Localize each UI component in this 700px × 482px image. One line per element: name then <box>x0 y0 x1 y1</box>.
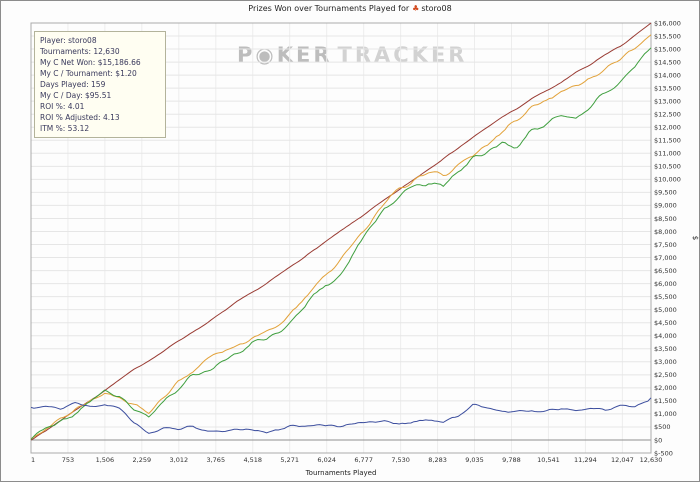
chart-title-text: Prizes Won over Tournaments Played for <box>248 4 410 13</box>
svg-text:$14,500: $14,500 <box>654 58 681 66</box>
y-axis-title: $ <box>691 236 699 240</box>
svg-text:12,047: 12,047 <box>611 456 634 464</box>
svg-text:$16,000: $16,000 <box>654 19 681 27</box>
svg-text:$4,000: $4,000 <box>654 332 677 340</box>
chart-title-player: storo08 <box>421 4 452 13</box>
svg-text:$11,500: $11,500 <box>654 137 681 145</box>
svg-text:$15,000: $15,000 <box>654 45 681 53</box>
stat-row-itm: ITM %: 53.12 <box>40 124 90 133</box>
svg-text:$-500: $-500 <box>654 449 673 457</box>
svg-text:753: 753 <box>62 456 74 464</box>
series-lines <box>30 22 652 441</box>
svg-text:1: 1 <box>31 456 35 464</box>
svg-text:9,788: 9,788 <box>502 456 521 464</box>
svg-text:$0: $0 <box>654 436 662 444</box>
gridlines <box>30 22 652 454</box>
svg-text:$2,500: $2,500 <box>654 371 677 379</box>
svg-text:3,765: 3,765 <box>206 456 225 464</box>
svg-text:$15,500: $15,500 <box>654 32 681 40</box>
svg-text:$12,000: $12,000 <box>654 124 681 132</box>
svg-text:$11,000: $11,000 <box>654 150 681 158</box>
svg-text:8,283: 8,283 <box>428 456 447 464</box>
svg-text:6,777: 6,777 <box>354 456 373 464</box>
stat-row-player: Player: storo08 <box>40 36 97 45</box>
svg-text:$4,500: $4,500 <box>654 319 677 327</box>
svg-text:$12,500: $12,500 <box>654 111 681 119</box>
svg-text:$8,000: $8,000 <box>654 228 677 236</box>
svg-text:$2,000: $2,000 <box>654 384 677 392</box>
stat-row-roi: ROI %: 4.01 <box>40 102 85 111</box>
svg-text:11,294: 11,294 <box>574 456 597 464</box>
svg-text:$6,500: $6,500 <box>654 267 677 275</box>
svg-text:6,024: 6,024 <box>317 456 336 464</box>
svg-text:1,506: 1,506 <box>96 456 115 464</box>
svg-text:$1,500: $1,500 <box>654 397 677 405</box>
svg-text:10,541: 10,541 <box>537 456 560 464</box>
svg-text:$5,500: $5,500 <box>654 293 677 301</box>
svg-text:$8,500: $8,500 <box>654 215 677 223</box>
series-red <box>30 22 652 441</box>
svg-text:$5,000: $5,000 <box>654 306 677 314</box>
stat-row-per-day: My C / Day: $95.51 <box>40 91 112 100</box>
stat-row-per-tournament: My C / Tournament: $1.20 <box>40 69 137 78</box>
stat-row-days-played: Days Played: 159 <box>40 80 106 89</box>
svg-text:$10,000: $10,000 <box>654 176 681 184</box>
series-orange <box>30 34 652 440</box>
svg-text:9,035: 9,035 <box>465 456 484 464</box>
series-green <box>30 47 652 440</box>
svg-text:$3,000: $3,000 <box>654 358 677 366</box>
x-axis-title: Tournaments Played <box>305 469 377 477</box>
stat-row-tournaments: Tournaments: 12,630 <box>40 47 120 56</box>
stats-box: Player: storo08 Tournaments: 12,630 My C… <box>34 31 166 138</box>
svg-text:$7,000: $7,000 <box>654 254 677 262</box>
svg-text:12,630: 12,630 <box>640 456 663 464</box>
svg-text:7,530: 7,530 <box>391 456 410 464</box>
chart-title: Prizes Won over Tournaments Played for ♣ s… <box>1 4 699 13</box>
svg-text:5,271: 5,271 <box>280 456 299 464</box>
stat-row-roi-adjusted: ROI % Adjusted: 4.13 <box>40 113 120 122</box>
pokertracker-icon: ♣ <box>412 4 420 13</box>
svg-text:4,518: 4,518 <box>243 456 262 464</box>
svg-text:2,259: 2,259 <box>133 456 152 464</box>
svg-text:$10,500: $10,500 <box>654 163 681 171</box>
svg-text:3,012: 3,012 <box>170 456 189 464</box>
svg-text:$14,000: $14,000 <box>654 71 681 79</box>
svg-text:$1,000: $1,000 <box>654 410 677 418</box>
axis-labels: 1 753 1,506 2,259 3,012 3,765 4,518 5,271 6,024 6… <box>31 19 699 477</box>
svg-text:$6,000: $6,000 <box>654 280 677 288</box>
svg-text:$13,000: $13,000 <box>654 97 681 105</box>
series-blue <box>30 397 652 434</box>
svg-text:$3,500: $3,500 <box>654 345 677 353</box>
svg-text:$9,500: $9,500 <box>654 189 677 197</box>
svg-text:$9,000: $9,000 <box>654 202 677 210</box>
svg-text:$500: $500 <box>654 423 671 431</box>
svg-text:$13,500: $13,500 <box>654 84 681 92</box>
svg-text:$7,500: $7,500 <box>654 241 677 249</box>
stat-row-net-won: My C Net Won: $15,186.66 <box>40 58 141 67</box>
